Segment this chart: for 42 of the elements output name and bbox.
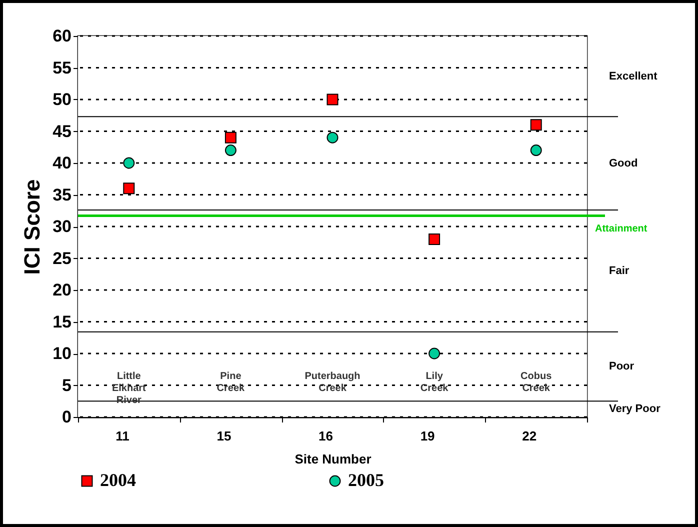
point [123,157,135,169]
point [326,132,338,144]
y-tick-label: 60 [52,26,72,46]
y-tick-label: 25 [52,248,72,268]
y-tick-label: 55 [52,58,72,78]
band-label: Good [609,157,638,170]
annotation: Lily Creek [420,370,449,394]
y-tick-label: 45 [52,122,72,141]
point [530,144,542,156]
y-tick-label: 20 [52,280,72,300]
y-axis-title: ICI Score [20,179,45,275]
legend-label: 2004 [100,470,136,490]
x-tick-label: 22 [522,428,537,444]
y-tick-label: 40 [52,154,72,172]
x-tick-label: 15 [216,428,232,444]
point [326,94,338,106]
point [224,132,236,144]
y-tick-label: 10 [52,344,72,363]
y-tick-label: 35 [52,185,72,204]
band-label: Poor [609,360,635,373]
x-tick-label: 11 [116,428,130,444]
point [530,119,542,131]
x-tick-label: 16 [318,428,333,444]
point [428,233,440,245]
annotation: Puterbaugh Creek [304,370,360,394]
band-label: Excellent [609,70,658,82]
band-label: Very Poor [609,403,662,416]
ref-line-label: Attainment [595,224,648,235]
annotation: Cobus Creek [520,370,552,394]
y-tick-label: 5 [62,376,72,395]
point [224,144,236,156]
x-tick-label: 19 [420,428,435,444]
y-tick-label: 0 [62,408,72,426]
y-tick-label: 50 [52,90,72,109]
annotation: Pine Creek [216,370,246,394]
point [428,348,440,360]
legend-label: 2005 [348,470,384,490]
band-label: Fair [609,264,630,277]
y-tick-label: 30 [52,217,72,236]
point [123,182,135,194]
x-axis-title: Site Number [294,452,372,466]
y-tick-label: 15 [52,312,72,332]
